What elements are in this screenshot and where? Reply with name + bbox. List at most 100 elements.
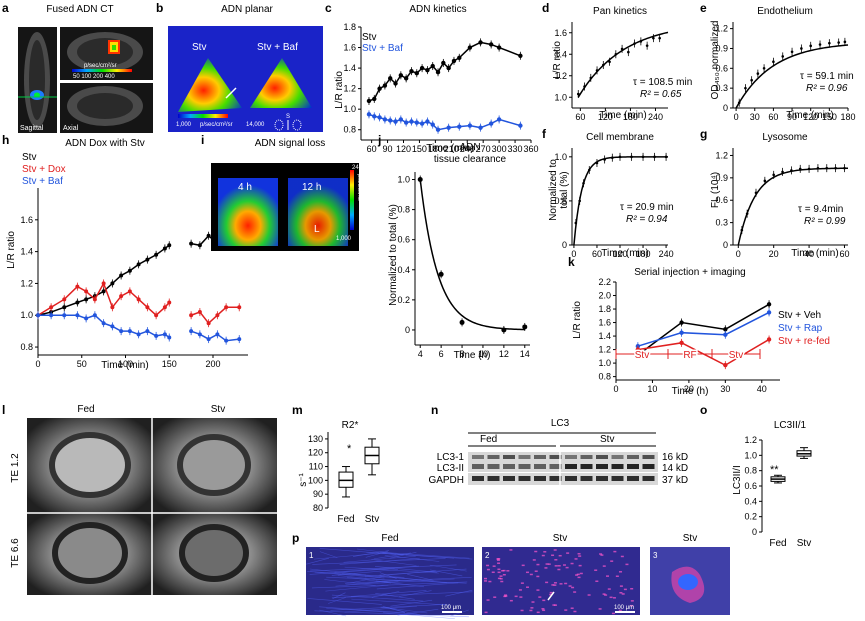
chart-c: 60 90 120 150 180 210 240 270 300 330 360 0.8 1.0 1.2… xyxy=(343,22,538,154)
y-tick-label: 0.6 xyxy=(715,195,728,205)
punctum xyxy=(619,585,623,587)
arrow-icon xyxy=(225,87,237,99)
band-lc3-2 xyxy=(549,464,562,469)
x-tick-label: 180 xyxy=(623,112,638,122)
x-tick-label: 120 xyxy=(396,144,411,154)
punctum xyxy=(532,559,536,561)
label-axial: Axial xyxy=(63,125,79,132)
tissue-fiber xyxy=(330,604,446,611)
punctum xyxy=(571,586,575,589)
band-gapdh xyxy=(565,476,577,481)
punctum xyxy=(497,562,501,564)
planar-image: Stv Stv + Baf 1,000 p/sec/cm²/sr 14,000 … xyxy=(168,26,323,132)
colorbar-b xyxy=(178,114,228,118)
mri-col-stv: Stv xyxy=(211,404,225,415)
y-tick-label: 100 xyxy=(308,475,323,485)
punctum xyxy=(562,564,566,566)
tissue-fiber xyxy=(310,568,367,576)
legend-h-dox: Stv + Dox xyxy=(22,164,66,175)
punctum xyxy=(604,594,608,596)
punctum xyxy=(500,580,504,583)
r2-d: R² = 0.65 xyxy=(640,89,682,100)
x-tick-label: 120 xyxy=(598,112,613,122)
orient-label: S xyxy=(286,114,290,120)
x-tick-label: 0 xyxy=(613,384,618,394)
tissue-fiber xyxy=(344,605,417,613)
ct-image-axial-top: p/sec/cm²/sr 50 100 200 400 xyxy=(60,27,153,80)
micrographs: 1 2 3 100 μm 100 μm xyxy=(306,547,730,620)
tissue-fiber xyxy=(313,552,382,560)
punctum xyxy=(579,572,583,575)
x-tick-label: 180 xyxy=(428,144,443,154)
tissue-fiber xyxy=(339,558,420,565)
ylabel-f-line2: total (%) xyxy=(559,171,570,208)
band-lc3-1 xyxy=(596,455,608,459)
y-tick-label: 1.2 xyxy=(598,345,611,355)
band-lc3-2 xyxy=(642,464,655,469)
tissue-fiber xyxy=(331,594,424,602)
tissue-fiber xyxy=(342,573,422,581)
y-tick-label: 1.2 xyxy=(343,84,356,94)
colorbar-i xyxy=(350,170,354,230)
chart-k: 0 10 20 30 40 0.8 1.0 1.2 1.4 1.6 1.8 2.0 2.2 xyxy=(598,277,780,394)
y-tick-label: 1.0 xyxy=(20,310,33,320)
punctum xyxy=(630,604,634,607)
r2-e: R² = 0.96 xyxy=(806,83,848,94)
tissue-fiber xyxy=(389,608,420,615)
y-tick-label: 110 xyxy=(309,462,323,472)
kd-37: 37 kD xyxy=(662,475,688,486)
punctum xyxy=(611,612,615,615)
punctum xyxy=(534,550,538,553)
y-tick-label: 1.4 xyxy=(343,63,356,73)
sig-star-m: * xyxy=(347,443,352,455)
y-tick-label: 0.6 xyxy=(744,481,757,491)
punctum xyxy=(486,568,490,571)
tissue-fiber xyxy=(375,580,425,588)
tissue-fiber xyxy=(366,551,455,559)
tissue-fiber xyxy=(371,591,400,598)
punctum xyxy=(497,577,501,580)
x-tick-label: 360 xyxy=(523,144,538,154)
panel-letter-p: p xyxy=(292,531,299,545)
x-tick-label: 0 xyxy=(734,112,739,122)
punctum xyxy=(496,559,500,561)
tissue-fiber xyxy=(379,572,397,579)
punctum xyxy=(544,567,548,569)
chart-e: 0 30 60 90 120 150 180 0 0.3 0.6 0.9 1.2 xyxy=(715,22,856,122)
x-tick-label: 300 xyxy=(492,144,507,154)
y-tick-label: 1.4 xyxy=(20,247,33,257)
legend-k-refed: Stv + re-fed xyxy=(778,336,830,347)
punctum xyxy=(605,575,609,577)
tissue-fiber xyxy=(397,608,439,616)
y-tick-label: 0.8 xyxy=(744,466,757,476)
x-tick-label: 60 xyxy=(592,249,602,259)
micro-title-stv: Stv xyxy=(553,533,567,544)
x-tick-label: 180 xyxy=(636,249,651,259)
panel-g-title: Lysosome xyxy=(762,132,808,143)
y-tick-label: 1.0 xyxy=(744,450,757,460)
y-tick-label: 0 xyxy=(562,240,567,250)
x-tick-label: 50 xyxy=(77,359,87,369)
panel-letter-f: f xyxy=(542,127,547,141)
punctum xyxy=(620,555,624,558)
punctum xyxy=(543,551,547,553)
x-tick-label: 6 xyxy=(439,349,444,359)
punctum xyxy=(545,563,549,565)
panel-d-title: Pan kinetics xyxy=(593,6,647,17)
series-line xyxy=(637,311,770,347)
punctum xyxy=(599,553,603,555)
label-12h: 12 h xyxy=(302,182,321,193)
band-lc3-1 xyxy=(611,455,624,459)
band-lc3-2 xyxy=(518,464,531,469)
tissue-fiber xyxy=(399,590,432,597)
fit-curve xyxy=(419,179,525,331)
punctum xyxy=(594,569,598,571)
x-tick-label: 10 xyxy=(647,384,657,394)
y-tick-label: 0.4 xyxy=(397,265,410,275)
xlabel-k: Time (h) xyxy=(672,386,709,397)
legend-k-rap: Stv + Rap xyxy=(778,323,823,334)
panel-letter-b: b xyxy=(156,1,163,15)
punctum xyxy=(529,573,533,576)
punctum xyxy=(618,609,622,612)
chart-j: 4 6 8 10 12 14 0 0.2 0.4 0.6 0.8 1.0 xyxy=(397,172,530,359)
